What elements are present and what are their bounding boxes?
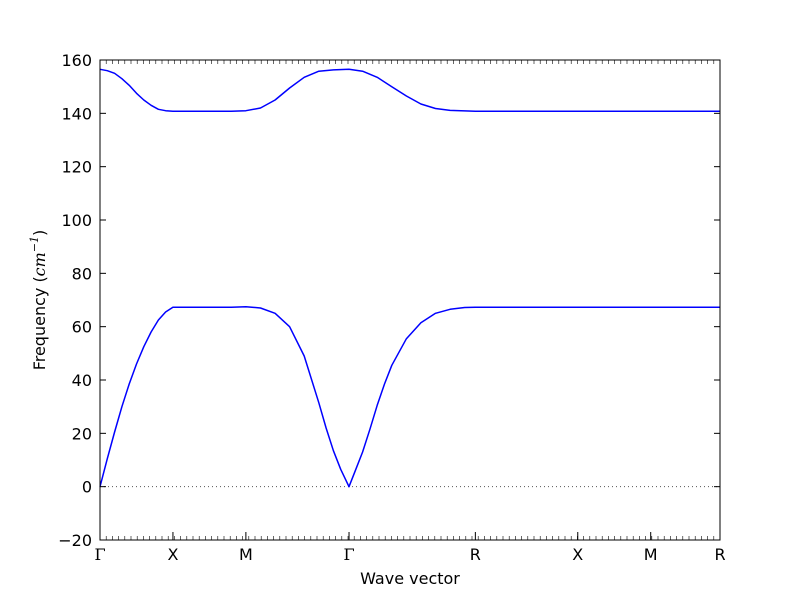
y-tick-label-0: −20 xyxy=(58,531,92,550)
y-axis-title-paren-open: ( xyxy=(30,276,49,287)
y-axis-title-paren-close: ) xyxy=(30,230,49,236)
x-tick-label-0: Γ xyxy=(94,545,105,564)
y-tick-label-7: 120 xyxy=(61,158,92,177)
x-tick-label-6: M xyxy=(644,545,658,564)
y-axis-title-text: Frequency xyxy=(30,288,49,371)
y-tick-label-5: 80 xyxy=(72,264,92,283)
y-tick-label-3: 40 xyxy=(72,371,92,390)
x-tick-label-2: M xyxy=(239,545,253,564)
y-axis-unit-base: cm xyxy=(30,252,49,276)
series-layer xyxy=(99,68,720,488)
x-tick-label-7: R xyxy=(714,545,725,564)
plot-frame xyxy=(99,59,721,541)
tick-marks-layer xyxy=(99,59,721,541)
y-axis-title: Frequency (cm−1) xyxy=(28,230,49,371)
tick-labels-layer: −20 0 20 40 60 80 100 120 140 160 Γ X M Γ R X M R xyxy=(58,51,725,564)
x-tick-label-1: X xyxy=(167,545,178,564)
x-tick-label-5: X xyxy=(572,545,583,564)
x-axis-title: Wave vector xyxy=(360,569,460,588)
y-tick-label-2: 20 xyxy=(72,424,92,443)
y-tick-label-1: 0 xyxy=(82,478,92,497)
y-axis-unit-exp: −1 xyxy=(28,236,41,252)
y-tick-label-8: 140 xyxy=(61,104,92,123)
series-line-0 xyxy=(99,305,720,488)
y-tick-label-4: 60 xyxy=(72,318,92,337)
y-tick-label-6: 100 xyxy=(61,211,92,230)
y-tick-label-9: 160 xyxy=(61,51,92,70)
series-line-1 xyxy=(99,68,720,112)
x-tick-label-4: R xyxy=(470,545,481,564)
x-tick-label-3: Γ xyxy=(343,545,354,564)
